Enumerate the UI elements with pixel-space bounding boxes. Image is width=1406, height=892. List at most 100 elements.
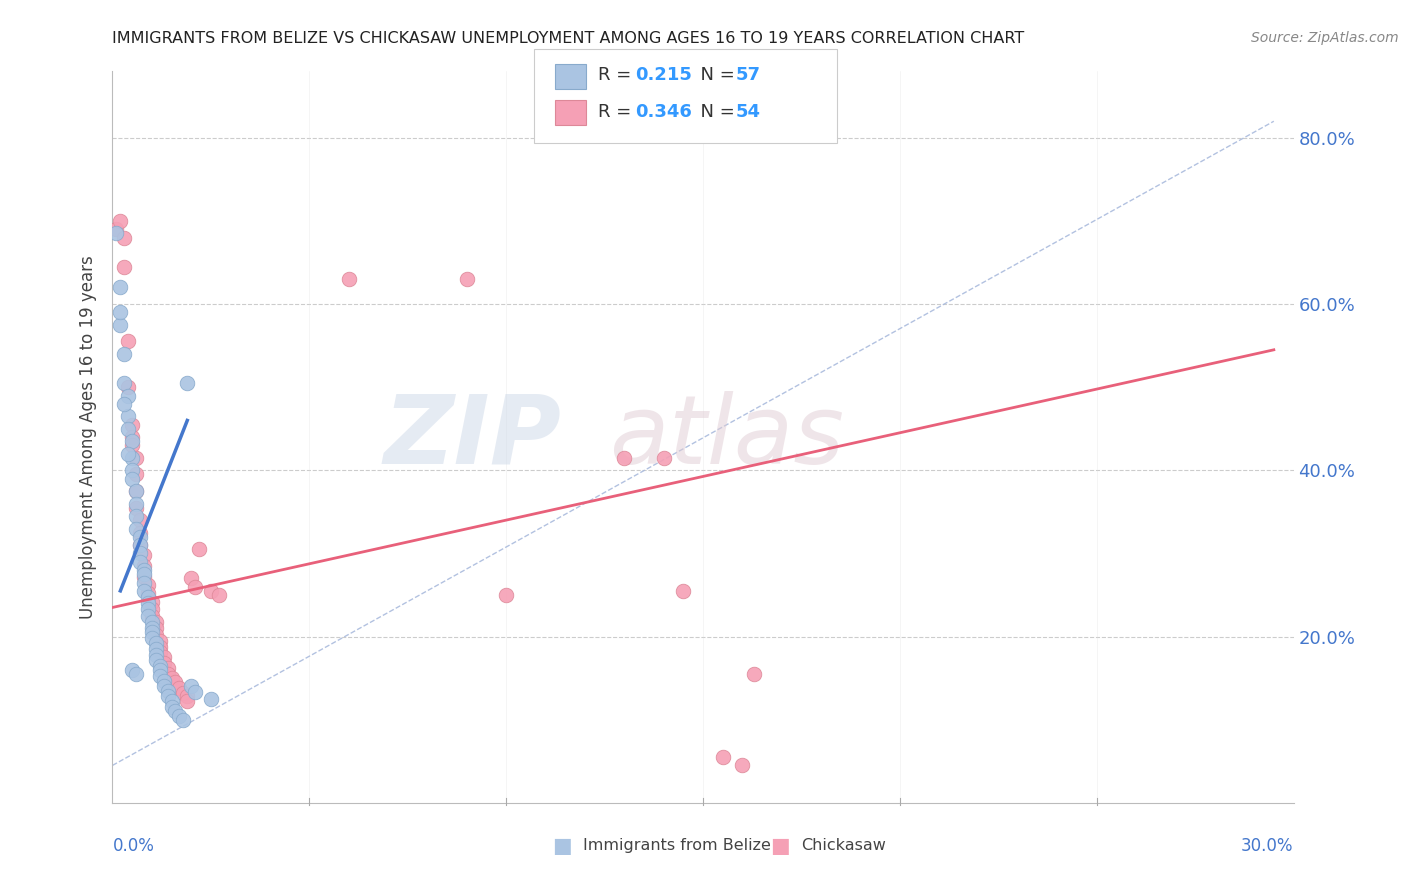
Point	[117, 409, 139, 424]
Text: Chickasaw: Chickasaw	[801, 838, 886, 853]
Point	[176, 694, 198, 708]
Text: 57: 57	[735, 66, 761, 84]
Text: R =: R =	[598, 66, 637, 84]
Point	[141, 625, 163, 640]
Point	[208, 588, 231, 602]
Point	[180, 571, 202, 585]
Point	[117, 334, 139, 349]
Point	[132, 558, 155, 573]
Point	[160, 694, 183, 708]
Point	[141, 594, 163, 608]
Point	[200, 692, 222, 706]
Point	[125, 450, 148, 465]
Point	[495, 588, 517, 602]
Point	[125, 509, 148, 524]
Text: 0.215: 0.215	[636, 66, 692, 84]
Point	[129, 530, 152, 544]
Point	[121, 417, 143, 432]
Point	[149, 663, 172, 677]
Text: Immigrants from Belize: Immigrants from Belize	[583, 838, 772, 853]
Point	[117, 422, 139, 436]
Point	[136, 602, 159, 616]
Point	[152, 650, 174, 665]
Point	[652, 450, 675, 465]
Point	[136, 586, 159, 600]
Point	[110, 318, 132, 332]
Point	[132, 563, 155, 577]
Point	[136, 596, 159, 610]
Text: Source: ZipAtlas.com: Source: ZipAtlas.com	[1251, 31, 1399, 45]
Point	[337, 272, 360, 286]
Point	[121, 450, 143, 465]
Point	[129, 546, 152, 560]
Point	[125, 497, 148, 511]
Point	[129, 525, 152, 540]
Point	[711, 750, 734, 764]
Point	[169, 708, 191, 723]
Point	[110, 214, 132, 228]
Point	[152, 680, 174, 694]
Point	[132, 570, 155, 584]
Text: ZIP: ZIP	[384, 391, 561, 483]
Text: N =: N =	[689, 66, 741, 84]
Point	[141, 621, 163, 635]
Point	[129, 513, 152, 527]
Point	[125, 521, 148, 535]
Point	[125, 500, 148, 515]
Point	[125, 484, 148, 499]
Point	[165, 675, 187, 690]
Point	[180, 680, 202, 694]
Point	[141, 632, 163, 646]
Point	[121, 463, 143, 477]
Point	[110, 305, 132, 319]
Point	[176, 376, 198, 390]
Y-axis label: Unemployment Among Ages 16 to 19 years: Unemployment Among Ages 16 to 19 years	[79, 255, 97, 619]
Text: ■: ■	[770, 836, 790, 855]
Text: ■: ■	[553, 836, 572, 855]
Point	[125, 484, 148, 499]
Point	[188, 542, 211, 557]
Point	[132, 567, 155, 582]
Point	[132, 548, 155, 562]
Text: IMMIGRANTS FROM BELIZE VS CHICKASAW UNEMPLOYMENT AMONG AGES 16 TO 19 YEARS CORRE: IMMIGRANTS FROM BELIZE VS CHICKASAW UNEM…	[112, 31, 1025, 46]
Point	[149, 658, 172, 673]
Point	[169, 681, 191, 695]
Point	[456, 272, 478, 286]
Point	[112, 376, 135, 390]
Point	[141, 602, 163, 616]
Point	[121, 472, 143, 486]
Point	[105, 222, 128, 236]
Point	[145, 628, 167, 642]
Point	[117, 388, 139, 402]
Point	[200, 583, 222, 598]
Point	[105, 227, 128, 241]
Point	[145, 642, 167, 657]
Text: R =: R =	[598, 103, 637, 121]
Point	[145, 615, 167, 629]
Point	[742, 667, 765, 681]
Point	[121, 430, 143, 444]
Point	[121, 663, 143, 677]
Text: 0.0%: 0.0%	[112, 837, 155, 855]
Point	[613, 450, 636, 465]
Point	[145, 653, 167, 667]
Point	[112, 347, 135, 361]
Point	[156, 690, 179, 704]
Point	[136, 590, 159, 604]
Point	[129, 538, 152, 552]
Point	[141, 608, 163, 623]
Point	[149, 644, 172, 658]
Point	[112, 260, 135, 274]
Point	[121, 434, 143, 449]
Point	[136, 608, 159, 623]
Point	[165, 705, 187, 719]
Point	[172, 686, 194, 700]
Point	[172, 713, 194, 727]
Point	[110, 280, 132, 294]
Point	[132, 575, 155, 590]
Point	[125, 667, 148, 681]
Text: 30.0%: 30.0%	[1241, 837, 1294, 855]
Point	[156, 661, 179, 675]
Point	[160, 671, 183, 685]
Point	[117, 447, 139, 461]
